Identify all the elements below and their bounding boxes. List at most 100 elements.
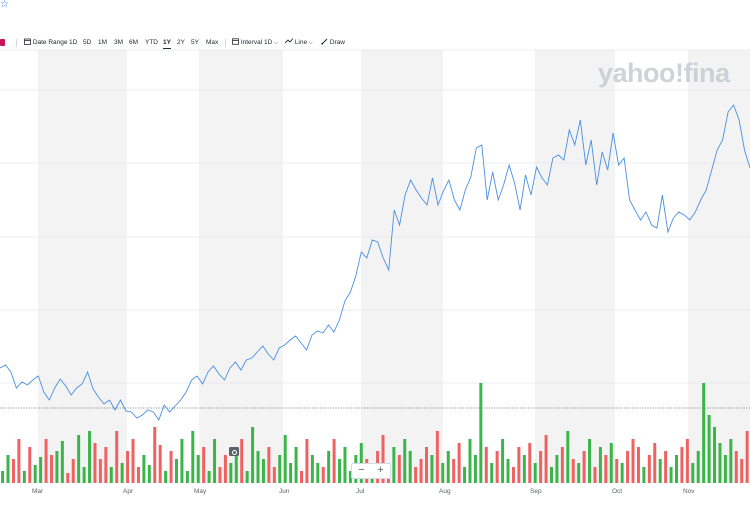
volume-bar (664, 451, 668, 483)
range-1d[interactable]: 1D (69, 39, 78, 46)
volume-bar (582, 451, 586, 483)
chevron-down-icon: ⌵ (308, 40, 313, 46)
volume-bar (636, 447, 640, 483)
x-axis-label: Jun (279, 488, 290, 495)
calendar-icon (24, 38, 31, 45)
volume-bar (272, 467, 276, 483)
volume-bar (131, 439, 135, 483)
volume-bar (6, 455, 10, 483)
draw-button[interactable]: Draw (321, 36, 345, 50)
volume-bar (17, 439, 21, 483)
volume-bar (473, 455, 477, 483)
volume-bar (696, 451, 700, 483)
volume-bar (506, 459, 510, 483)
volume-bar (457, 443, 461, 483)
volume-bar (109, 467, 113, 483)
volume-bar (175, 459, 178, 483)
volume-bar (261, 459, 265, 483)
camera-icon[interactable] (229, 447, 239, 456)
volume-bar (669, 467, 673, 483)
volume-bar (33, 465, 37, 483)
volume-bar (196, 455, 200, 483)
volume-bar (60, 441, 64, 483)
volume-bar (598, 447, 602, 483)
volume-bar (191, 431, 195, 483)
x-axis-label: Apr (123, 488, 134, 495)
volume-bar (723, 455, 727, 483)
volume-bar (142, 455, 146, 483)
chart-toolbar: Date Range 1D 5D 1M 3M 6M YTD 1Y 2Y 5Y M… (0, 36, 750, 50)
volume-bar (675, 455, 678, 483)
volume-bar (490, 463, 494, 483)
range-1m[interactable]: 1M (98, 39, 108, 46)
x-axis-label: Jul (356, 488, 365, 495)
range-5d[interactable]: 5D (83, 39, 92, 46)
interval-icon (232, 38, 239, 45)
volume-bar (327, 451, 331, 483)
volume-bar (539, 451, 543, 483)
interval-button[interactable]: Interval 1D ⌵ (232, 36, 278, 50)
volume-bar (321, 467, 325, 483)
range-5y[interactable]: 5Y (191, 39, 199, 46)
volume-bar (153, 427, 157, 483)
x-axis-label: Sep (530, 488, 542, 495)
draw-icon (321, 38, 328, 45)
star-icon[interactable]: ☆ (0, 0, 9, 10)
volume-bar (484, 447, 488, 483)
volume-bar (1, 471, 5, 483)
volume-bar (126, 451, 130, 483)
volume-bar (240, 439, 244, 483)
volume-bar (403, 439, 407, 483)
volume-bar (604, 455, 608, 483)
volume-bar (98, 459, 102, 483)
volume-bar (452, 459, 456, 483)
volume-bar (381, 435, 385, 483)
volume-bar (441, 463, 445, 483)
x-axis-label: Nov (683, 488, 695, 495)
volume-bar (185, 471, 189, 483)
volume-bar (414, 467, 418, 483)
volume-bar (647, 455, 651, 483)
toolbar-divider (16, 39, 17, 47)
interval-value: 1D (263, 39, 273, 46)
volume-bar (729, 439, 733, 483)
volume-bar (316, 463, 320, 483)
range-1y[interactable]: 1Y (163, 36, 171, 50)
volume-bar (207, 471, 211, 483)
x-axis-label: Aug (439, 488, 451, 495)
volume-bar (22, 471, 26, 483)
plus-icon[interactable]: + (377, 464, 384, 476)
volume-bar (55, 451, 59, 483)
price-line (0, 104, 750, 421)
line-chart-icon (284, 38, 294, 44)
volume-bar (745, 431, 749, 483)
toolbar-divider (225, 39, 226, 47)
volume-bar (44, 439, 48, 483)
volume-bar (517, 447, 521, 483)
month-band (688, 50, 750, 483)
bookmark-icon[interactable] (0, 39, 6, 47)
volume-bar (463, 467, 467, 483)
range-2y[interactable]: 2Y (177, 39, 185, 46)
volume-bar (680, 447, 684, 483)
volume-bar (566, 431, 570, 483)
volume-bar (66, 473, 70, 483)
chart-type-button[interactable]: Line ⌵ (284, 36, 313, 50)
minus-icon[interactable]: − (358, 464, 365, 476)
volume-bar (593, 467, 597, 483)
date-range-button[interactable]: Date Range (24, 36, 68, 50)
range-max[interactable]: Max (206, 39, 219, 46)
range-3m[interactable]: 3M (114, 39, 124, 46)
range-ytd[interactable]: YTD (145, 39, 158, 46)
volume-bar (50, 455, 53, 483)
volume-bar (577, 463, 581, 483)
chevron-down-icon: ⌵ (274, 40, 278, 46)
range-6m[interactable]: 6M (129, 39, 139, 46)
volume-bar (11, 459, 15, 483)
volume-bar (120, 463, 124, 483)
volume-bar (653, 443, 657, 483)
volume-bar (615, 459, 619, 483)
volume-bar (691, 463, 695, 483)
